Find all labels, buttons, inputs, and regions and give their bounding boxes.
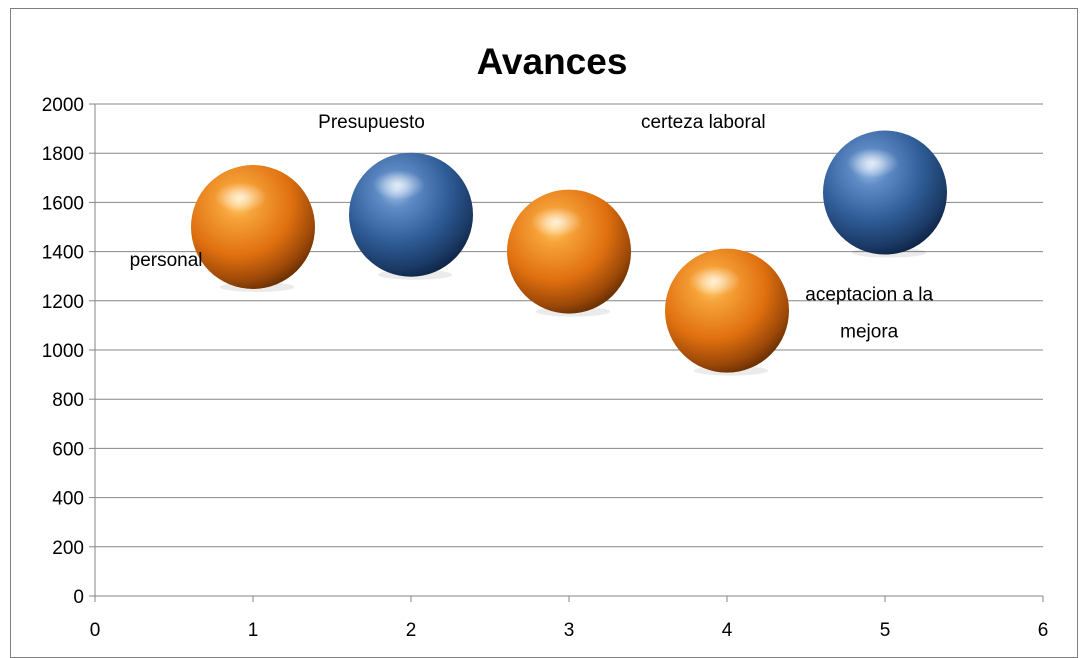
data-labels: personal Presupuesto certeza laboral acepta… — [130, 112, 934, 342]
y-tick-label: 1800 — [42, 144, 84, 165]
data-label: personal — [130, 250, 203, 271]
y-tick-label: 0 — [73, 587, 84, 608]
x-tick-label: 5 — [880, 620, 891, 641]
data-label: Presupuesto — [318, 112, 425, 133]
data-point-1 — [191, 165, 315, 292]
x-tick-label: 4 — [722, 620, 733, 641]
x-tick-label: 3 — [564, 620, 575, 641]
bubble-marker — [823, 130, 947, 255]
bubble-marker — [665, 248, 789, 373]
y-tick-label: 1400 — [42, 243, 84, 264]
y-tick-label: 2000 — [42, 95, 84, 116]
bubble-marker — [349, 152, 473, 277]
y-tick-label: 800 — [52, 390, 84, 411]
data-label: mejora — [840, 321, 899, 342]
chart-frame — [10, 8, 1078, 658]
y-tick-label: 600 — [52, 439, 84, 460]
data-point-5 — [823, 130, 947, 258]
x-tick-label: 2 — [406, 620, 417, 641]
data-label: aceptacion a la — [805, 284, 933, 305]
data-point-3 — [507, 189, 631, 317]
y-tick-label: 1000 — [42, 341, 84, 362]
x-tick-label: 6 — [1038, 620, 1049, 641]
y-tick-label: 1200 — [42, 292, 84, 313]
axes: 0 200 400 600 800 1000 1200 1400 1600 1800 2000 0 1 2… — [42, 95, 1049, 641]
y-tick-label: 400 — [52, 489, 84, 510]
y-tick-label: 1600 — [42, 193, 84, 214]
data-point-4 — [665, 248, 789, 376]
data-points — [191, 130, 947, 376]
data-point-2 — [349, 152, 473, 280]
bubble-marker — [191, 165, 315, 289]
x-tick-label: 0 — [90, 620, 101, 641]
data-label: certeza laboral — [641, 112, 766, 133]
bubble-marker — [507, 189, 631, 314]
y-tick-label: 200 — [52, 538, 84, 559]
chart-title: Avances — [477, 41, 628, 82]
x-tick-label: 1 — [248, 620, 259, 641]
